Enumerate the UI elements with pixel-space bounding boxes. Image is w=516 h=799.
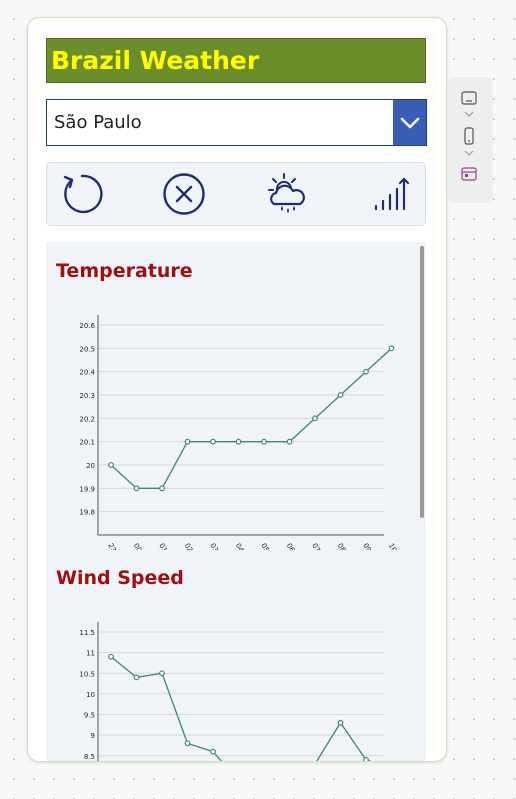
data-point — [184, 740, 191, 747]
cancel-button[interactable] — [160, 170, 208, 218]
series-line — [110, 656, 372, 761]
x-tick-label: 06:00 — [285, 542, 302, 550]
data-point — [388, 345, 395, 352]
signal-chart-icon — [374, 177, 410, 211]
weather-icon — [268, 173, 305, 213]
weather-button[interactable] — [263, 170, 311, 218]
x-tick-label: 01:00 — [157, 542, 174, 550]
temperature-chart-title: Temperature — [56, 260, 193, 282]
refresh-button[interactable] — [57, 170, 105, 218]
data-point — [159, 670, 165, 677]
data-point — [159, 485, 165, 492]
gallery-scrollbar[interactable] — [420, 246, 424, 518]
tablet-layout-icon[interactable] — [461, 91, 477, 105]
city-dropdown-value: São Paulo — [54, 112, 142, 133]
phone-layout-icon[interactable] — [461, 127, 477, 145]
signal-chart-button[interactable] — [367, 170, 415, 218]
chevron-down-icon — [464, 111, 474, 117]
y-tick-label: 10.5 — [79, 670, 95, 678]
y-tick-label: 20.3 — [79, 392, 95, 400]
x-tick-label: 05:00 — [259, 542, 276, 550]
y-tick-label: 10 — [86, 691, 95, 699]
x-tick-label: 08:00 — [336, 542, 353, 550]
refresh-icon — [63, 174, 103, 214]
y-tick-label: 8.5 — [84, 753, 95, 761]
data-point — [108, 462, 114, 468]
x-tick-label: 00:00 — [132, 542, 149, 550]
data-point — [337, 719, 344, 726]
x-tick-label: 07:00 — [310, 542, 327, 550]
chevron-down-icon — [464, 150, 474, 156]
y-tick-label: 19.8 — [79, 509, 95, 517]
data-point — [210, 748, 216, 755]
y-tick-label: 20 — [86, 462, 95, 470]
dropdown-toggle-button[interactable] — [393, 100, 426, 145]
data-point — [133, 674, 140, 681]
temperature-chart: 20.6 20.5 20.4 20.3 20.2 20.1 20 19.9 19.8 23:00 0… — [79, 315, 404, 550]
data-point — [261, 438, 267, 445]
y-tick-label: 19.9 — [79, 485, 95, 493]
data-point — [210, 438, 216, 445]
x-tick-label: 02:00 — [183, 542, 200, 550]
y-tick-label: 20.2 — [79, 415, 95, 423]
y-tick-label: 9 — [91, 732, 95, 740]
data-point — [363, 756, 369, 761]
web-layout-icon[interactable] — [461, 167, 477, 181]
data-point — [108, 653, 114, 660]
data-point — [286, 438, 293, 445]
wind-chart-title: Wind Speed — [56, 567, 184, 589]
x-tick-label: 23:00 — [106, 542, 123, 550]
cancel-icon — [163, 173, 205, 215]
data-point — [363, 368, 369, 375]
data-point — [184, 438, 191, 445]
x-tick-label: 09:00 — [361, 542, 378, 550]
y-tick-label: 11.5 — [79, 629, 95, 637]
wind-speed-chart: 11.5 11 10.5 10 9.5 9 8.5 — [79, 622, 384, 761]
side-panel — [447, 77, 493, 203]
y-tick-label: 20.4 — [79, 369, 95, 377]
app-title: Brazil Weather — [46, 38, 426, 83]
data-point — [337, 392, 344, 398]
x-tick-label: 10:00 — [387, 542, 404, 550]
y-tick-label: 9.5 — [84, 712, 95, 720]
charts-gallery[interactable]: Temperature 20.6 20.5 20.4 20.3 20.2 20.1 20 19… — [46, 242, 426, 761]
data-point — [133, 485, 140, 492]
app-screen: Brazil Weather São Paulo — [27, 17, 447, 762]
chevron-down-icon — [400, 117, 419, 128]
y-tick-label: 20.1 — [79, 439, 95, 447]
toolbar — [46, 162, 426, 226]
y-tick-label: 20.5 — [79, 345, 95, 353]
city-dropdown[interactable]: São Paulo — [46, 99, 427, 146]
data-point — [312, 415, 318, 422]
data-point — [235, 438, 242, 445]
series-line — [110, 347, 392, 489]
x-tick-label: 04:00 — [234, 542, 251, 550]
x-tick-label: 03:00 — [208, 542, 225, 550]
y-tick-label: 20.6 — [79, 322, 95, 330]
y-tick-label: 11 — [86, 650, 95, 658]
